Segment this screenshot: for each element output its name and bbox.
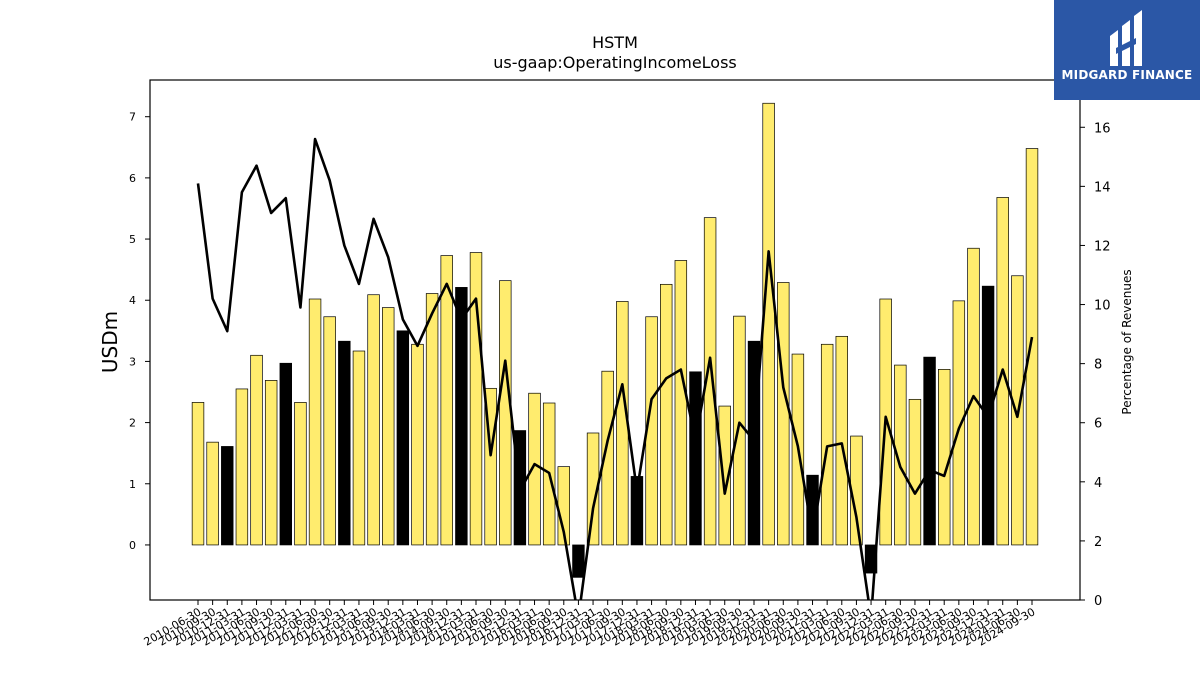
logo-text: MIDGARD FINANCE xyxy=(1061,68,1193,82)
chart-title: HSTM xyxy=(592,33,638,52)
bar xyxy=(367,294,380,546)
y-tick-label: 5 xyxy=(129,233,136,246)
bar xyxy=(689,371,702,546)
bar xyxy=(952,300,966,546)
bar xyxy=(308,298,322,546)
bar xyxy=(294,402,307,546)
bar xyxy=(338,340,351,546)
y2-tick-label: 10 xyxy=(1094,299,1111,314)
bar xyxy=(938,369,951,546)
y2-tick-label: 16 xyxy=(1094,121,1111,136)
bar xyxy=(894,364,907,546)
line-layer xyxy=(196,137,1034,600)
y2-tick-label: 0 xyxy=(1094,594,1102,609)
bar xyxy=(747,340,761,546)
y2-tick-label: 6 xyxy=(1094,417,1102,432)
percentage-line xyxy=(196,137,1034,600)
bar xyxy=(586,432,600,546)
bar xyxy=(1025,148,1039,546)
y2-axis-label: Percentage of Revenues xyxy=(1120,269,1134,414)
bar xyxy=(382,307,395,546)
bar xyxy=(499,280,512,546)
bar xyxy=(396,330,410,546)
bar xyxy=(264,380,278,546)
y-tick-label: 0 xyxy=(129,539,136,552)
bar xyxy=(469,252,483,546)
bar xyxy=(762,102,775,546)
y-tick-label: 7 xyxy=(129,111,136,124)
logo-mark-icon xyxy=(1110,10,1142,66)
bar xyxy=(352,350,366,546)
bars-layer xyxy=(191,102,1039,578)
y-tick-label: 1 xyxy=(129,478,136,491)
bar xyxy=(206,441,219,546)
bar xyxy=(660,283,673,546)
bar xyxy=(630,476,644,546)
logo: MIDGARD FINANCE xyxy=(1054,0,1200,100)
bar xyxy=(703,217,717,546)
bar xyxy=(235,388,249,546)
bar xyxy=(908,398,922,546)
bar xyxy=(440,255,453,546)
y-axis-label: USDm xyxy=(98,311,122,373)
bar xyxy=(221,446,234,546)
y2-tick-label: 12 xyxy=(1094,239,1111,254)
y-tick-label: 4 xyxy=(129,294,136,307)
y2-tick-label: 4 xyxy=(1094,476,1102,491)
bar xyxy=(777,282,790,546)
y-tick-label: 2 xyxy=(129,417,136,430)
bar xyxy=(191,402,205,546)
y-tick-label: 3 xyxy=(129,355,136,368)
bar xyxy=(425,293,439,546)
bar xyxy=(455,287,468,546)
y2-tick-label: 2 xyxy=(1094,535,1102,550)
bar xyxy=(733,315,746,546)
y2-tick-label: 14 xyxy=(1094,180,1111,195)
bar xyxy=(601,370,614,546)
bar xyxy=(923,356,936,546)
bar xyxy=(674,260,688,546)
bar xyxy=(279,362,293,546)
bar xyxy=(572,544,585,578)
plot-frame xyxy=(149,79,1081,601)
bar xyxy=(835,335,849,546)
bar xyxy=(484,387,497,546)
bar xyxy=(806,474,819,546)
bar xyxy=(250,354,263,546)
bar xyxy=(411,343,424,546)
bar xyxy=(864,544,878,574)
bar xyxy=(718,405,731,546)
y-tick-label: 6 xyxy=(129,172,136,185)
bar xyxy=(323,316,336,546)
y2-tick-label: 8 xyxy=(1094,358,1102,373)
chart-subtitle: us-gaap:OperatingIncomeLoss xyxy=(493,53,737,72)
